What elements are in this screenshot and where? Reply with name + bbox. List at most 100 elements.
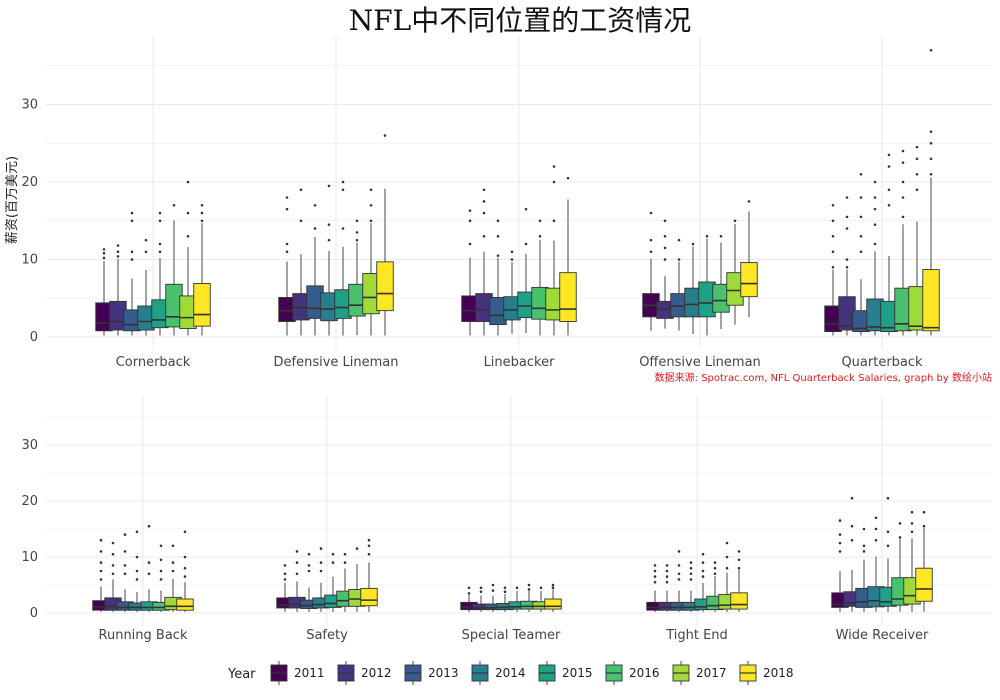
outlier-point	[887, 188, 891, 192]
outlier-point	[701, 552, 705, 556]
outlier-point	[887, 165, 891, 168]
y-tick-label: 30	[21, 438, 38, 453]
outlier-point	[915, 157, 919, 161]
outlier-point	[355, 231, 359, 234]
outlier-point	[111, 564, 115, 567]
outlier-point	[313, 227, 317, 230]
legend-title: Year	[227, 667, 256, 682]
outlier-point	[186, 234, 190, 238]
outlier-point	[873, 180, 877, 184]
outlier-point	[369, 219, 373, 223]
outlier-point	[327, 238, 331, 242]
outlier-point	[850, 496, 854, 500]
outlier-point	[677, 564, 681, 567]
outlier-point	[859, 172, 863, 176]
outlier-point	[862, 544, 866, 548]
outlier-point	[369, 188, 373, 192]
x-tick-label: Safety	[306, 628, 348, 643]
outlier-point	[307, 552, 311, 556]
outlier-point	[747, 200, 751, 203]
box-2017	[179, 180, 197, 336]
outlier-point	[713, 561, 717, 564]
outlier-point	[649, 211, 653, 215]
outlier-point	[99, 578, 103, 581]
outlier-point	[689, 561, 693, 564]
box-body	[544, 598, 562, 610]
outlier-point	[479, 586, 483, 590]
outlier-point	[99, 561, 103, 564]
outlier-point	[135, 569, 139, 573]
outlier-point	[285, 250, 289, 254]
outlier-point	[186, 211, 190, 215]
outlier-point	[649, 250, 653, 254]
box-2014	[866, 180, 884, 336]
x-tick-label: Cornerback	[116, 355, 191, 370]
legend-item-2018: 2018	[739, 661, 794, 685]
box-2013	[306, 203, 324, 336]
panel-1: 0 10 20 30 Cornerback Defensive Lineman Lineba…	[21, 36, 992, 370]
outlier-point	[158, 242, 162, 246]
outlier-point	[663, 219, 667, 223]
outlier-point	[653, 569, 657, 573]
box-body	[730, 592, 748, 610]
outlier-point	[123, 572, 127, 576]
outlier-point	[898, 536, 902, 539]
outlier-point	[886, 496, 890, 500]
outlier-point	[910, 530, 914, 534]
y-axis-label: 薪资(百万美元)	[5, 156, 20, 244]
outlier-point	[886, 544, 890, 548]
box-2018	[922, 48, 940, 336]
box-body	[559, 272, 577, 322]
outlier-point	[677, 258, 681, 261]
box-2012	[656, 219, 674, 329]
outlier-point	[922, 524, 926, 528]
outlier-point	[663, 258, 667, 261]
outlier-point	[689, 572, 693, 576]
box-2018	[376, 134, 394, 336]
box-2018	[740, 200, 758, 318]
legend-label: 2013	[428, 666, 459, 680]
outlier-point	[515, 586, 519, 590]
outlier-point	[130, 258, 134, 261]
outlier-point	[171, 544, 175, 548]
outlier-point	[663, 234, 667, 238]
outlier-point	[691, 242, 695, 246]
outlier-point	[285, 196, 289, 199]
outlier-point	[111, 541, 115, 545]
outlier-point	[503, 590, 507, 594]
box-2015	[698, 234, 716, 336]
outlier-point	[915, 188, 919, 192]
outlier-point	[99, 569, 103, 573]
outlier-point	[295, 550, 299, 553]
outlier-point	[665, 564, 669, 567]
outlier-point	[343, 561, 347, 564]
outlier-point	[367, 538, 371, 542]
outlier-point	[186, 180, 190, 184]
box-body	[922, 269, 940, 332]
outlier-point	[503, 586, 507, 590]
outlier-point	[862, 527, 866, 531]
outlier-point	[677, 550, 681, 553]
outlier-point	[482, 200, 486, 203]
outlier-point	[200, 219, 204, 223]
outlier-point	[123, 550, 127, 553]
outlier-point	[831, 250, 835, 254]
outlier-point	[850, 538, 854, 542]
legend-item-2016: 2016	[605, 661, 660, 685]
category-defensive-lineman: Defensive Lineman	[274, 134, 399, 370]
outlier-point	[111, 552, 115, 556]
outlier-point	[135, 530, 139, 534]
outlier-point	[144, 238, 148, 242]
outlier-point	[355, 219, 359, 223]
outlier-point	[307, 564, 311, 567]
outlier-point	[468, 219, 472, 223]
outlier-point	[147, 524, 151, 528]
outlier-point	[468, 209, 472, 212]
outlier-point	[922, 510, 926, 514]
box-2013	[852, 172, 870, 336]
outlier-point	[901, 149, 905, 153]
category-linebacker: Linebacker	[461, 165, 577, 370]
outlier-point	[859, 234, 863, 238]
outlier-point	[482, 211, 486, 215]
box-2017	[908, 145, 926, 336]
